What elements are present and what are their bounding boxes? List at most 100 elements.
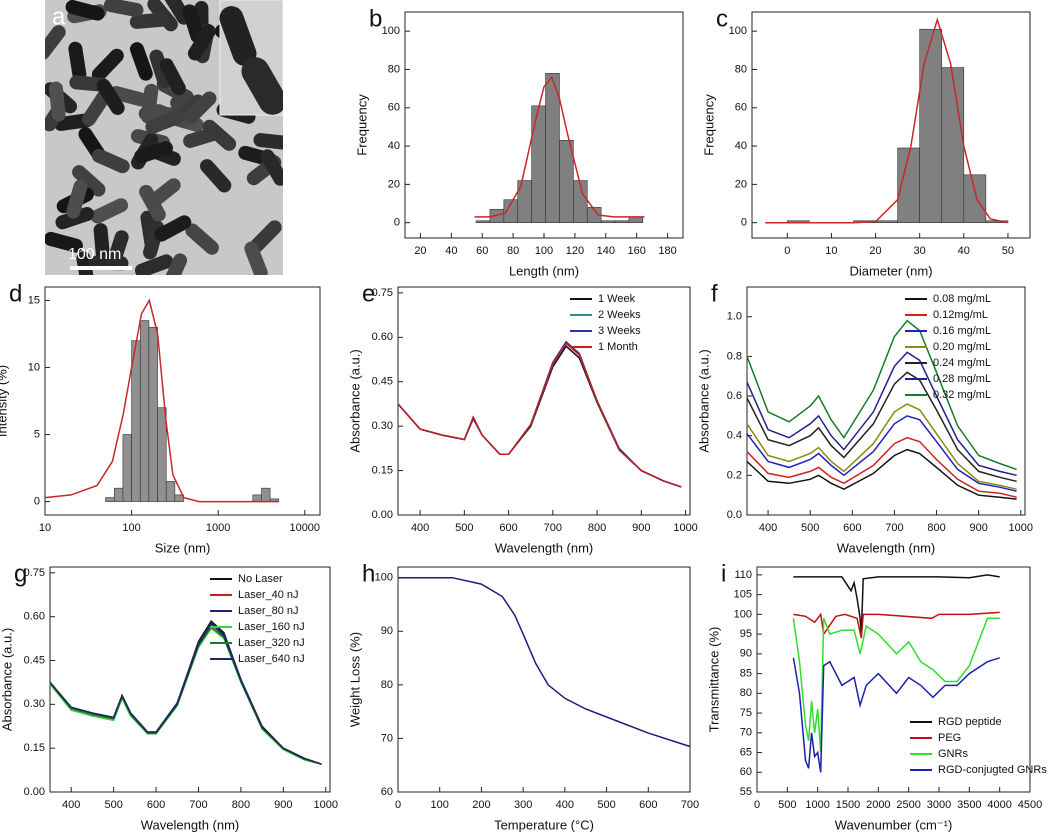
nanorod <box>145 110 184 134</box>
plot-frame <box>756 566 1031 793</box>
y-tick-label: 0.30 <box>372 420 393 432</box>
series-line <box>746 319 1017 471</box>
y-tick-label: 0.45 <box>24 654 45 666</box>
x-tick-label: 0 <box>754 799 760 811</box>
x-tick-label: 400 <box>556 799 574 811</box>
nanorod <box>253 133 283 150</box>
nanorod <box>199 159 232 193</box>
y-tick-label: 100 <box>382 25 400 37</box>
x-tick-label: 600 <box>639 799 657 811</box>
y-tick-label: 100 <box>734 608 752 620</box>
legend-label: 0.28 mg/mL <box>933 373 991 385</box>
plot-frame <box>746 286 1026 516</box>
legend-label: 0.08 mg/mL <box>933 293 991 305</box>
y-tick-label: 40 <box>388 140 400 152</box>
y-tick-label: 0 <box>394 217 400 229</box>
panel-label: f <box>711 280 718 307</box>
x-tick-label: 500 <box>597 799 615 811</box>
x-tick-label: 500 <box>455 522 473 534</box>
scale-bar-label: 100 nm <box>68 246 121 263</box>
bar <box>113 487 124 502</box>
y-tick-label: 60 <box>735 102 747 114</box>
x-tick-label: 1500 <box>836 799 860 811</box>
x-tick-label: 50 <box>1002 245 1014 257</box>
plot-frame <box>44 286 321 516</box>
x-tick-label: 10 <box>825 245 837 257</box>
y-tick-label: 90 <box>381 625 393 637</box>
bar <box>131 340 141 502</box>
plot-frame <box>397 566 691 793</box>
nanorod <box>66 179 88 219</box>
panel-label: a <box>52 3 66 30</box>
legend-label: No Laser <box>238 573 283 585</box>
fit-curve <box>44 298 279 503</box>
panel-label: b <box>369 5 382 32</box>
nanorod <box>134 254 174 275</box>
y-tick-label: 75 <box>740 707 752 719</box>
panel-label: e <box>362 280 375 307</box>
x-axis-title: Wavelength (nm) <box>141 817 240 832</box>
legend-label: Laser_80 nJ <box>238 605 299 617</box>
x-tick-label: 400 <box>759 522 777 534</box>
y-axis-title: Weight Loss (%) <box>347 632 362 727</box>
bar <box>157 407 167 502</box>
x-tick-label: 120 <box>566 245 584 257</box>
nanorod <box>129 12 170 29</box>
x-tick-label: 400 <box>411 522 429 534</box>
x-axis-title: Wavelength (nm) <box>495 540 594 555</box>
y-tick-label: 60 <box>740 766 752 778</box>
bar <box>614 220 630 223</box>
x-tick-label: 900 <box>632 522 650 534</box>
x-tick-label: 3000 <box>927 799 951 811</box>
x-tick-label: 60 <box>476 245 488 257</box>
series-line <box>746 415 1017 492</box>
bar <box>559 140 574 223</box>
y-tick-label: 20 <box>388 178 400 190</box>
panel-label: c <box>716 5 728 32</box>
series-line <box>397 342 682 488</box>
x-tick-label: 500 <box>778 799 796 811</box>
x-tick-label: 100 <box>122 522 140 534</box>
plot-frame <box>397 286 691 516</box>
x-tick-label: 900 <box>969 522 987 534</box>
bar <box>252 494 262 502</box>
fit-curve <box>765 17 1009 224</box>
series-line <box>746 436 1017 498</box>
legend-label: 0.12mg/mL <box>933 309 988 321</box>
bar <box>148 326 158 502</box>
bar <box>919 28 943 223</box>
legend-label: 0.24 mg/mL <box>933 357 991 369</box>
nanorod <box>244 241 268 275</box>
x-tick-label: 1000 <box>1009 522 1033 534</box>
series-line <box>792 617 1000 753</box>
bar <box>475 220 491 223</box>
x-tick-label: 3500 <box>957 799 981 811</box>
nanorod <box>106 230 129 269</box>
bar <box>261 487 271 502</box>
y-tick-label: 70 <box>381 732 393 744</box>
series-line <box>397 342 682 488</box>
x-tick-label: 0 <box>395 799 401 811</box>
y-tick-label: 0.60 <box>372 331 393 343</box>
x-tick-label: 100 <box>431 799 449 811</box>
y-tick-label: 110 <box>734 569 752 581</box>
y-tick-label: 40 <box>735 140 747 152</box>
x-tick-label: 10 <box>39 522 51 534</box>
y-tick-label: 100 <box>729 25 747 37</box>
x-tick-label: 900 <box>274 799 292 811</box>
y-tick-label: 0 <box>34 495 40 507</box>
y-axis-title: Transmittance (%) <box>706 627 721 733</box>
legend-label: 1 Week <box>598 293 636 305</box>
x-tick-label: 700 <box>885 522 903 534</box>
y-axis-title: Frequency <box>701 94 716 156</box>
series-line <box>746 403 1017 490</box>
bar <box>628 216 644 223</box>
y-tick-label: 85 <box>740 667 752 679</box>
series-line <box>746 448 1017 500</box>
y-axis-title: Intensity (%) <box>0 365 9 437</box>
nanorod <box>82 90 111 127</box>
nanorod <box>184 91 217 124</box>
panel-label: g <box>14 560 27 587</box>
x-tick-label: 4500 <box>1018 799 1042 811</box>
legend-label: Laser_40 nJ <box>238 589 299 601</box>
